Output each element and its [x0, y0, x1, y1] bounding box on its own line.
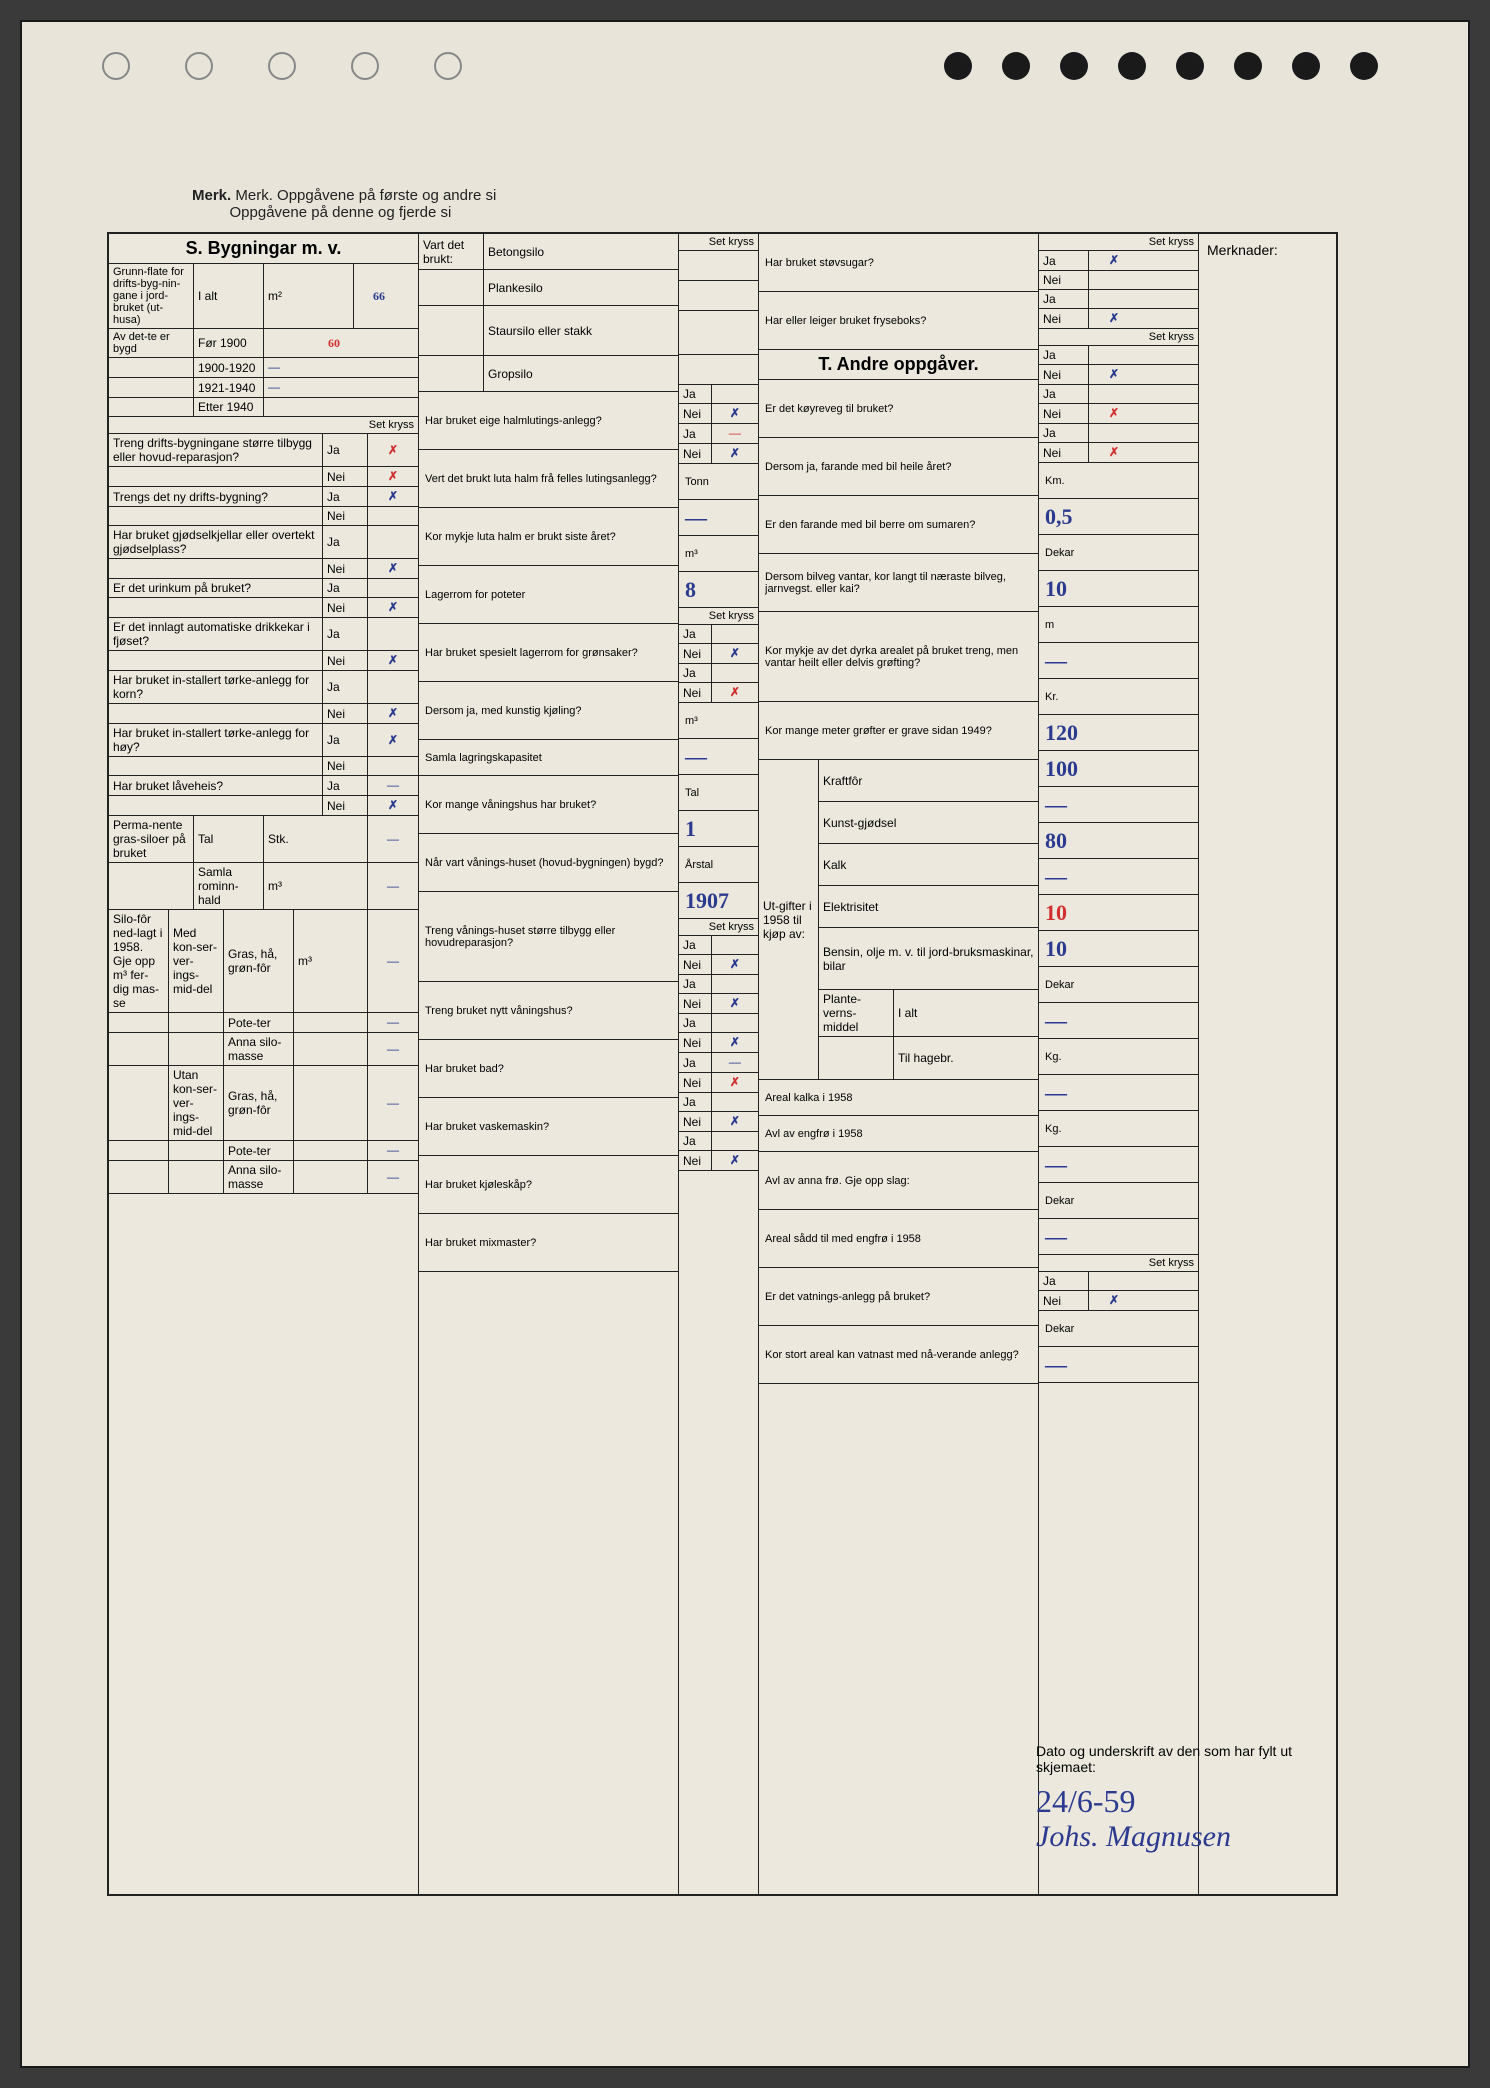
dekar-value: 10: [1039, 571, 1198, 607]
column-s-left: S. Bygningar m. v. Grunn-flate for drift…: [109, 234, 419, 1894]
merk-note: Merk. Merk. Oppgåvene på første og andre…: [192, 187, 496, 221]
fryseboks-label: Har eller leiger bruket fryseboks?: [759, 292, 1038, 350]
avl-engfro-label: Avl av engfrø i 1958: [759, 1116, 1038, 1152]
fryseboks-nei: ✗: [1089, 309, 1139, 328]
elektrisitet-value: 80: [1039, 823, 1198, 859]
grunnflate-label: Grunn-flate for drifts-byg-nin-gane i jo…: [109, 264, 194, 328]
van-tal-value: 1: [679, 811, 758, 847]
areal-kalka-label: Areal kalka i 1958: [759, 1080, 1038, 1116]
sign-name: Johs. Magnusen: [1036, 1820, 1316, 1854]
binder-holes-right: [944, 52, 1378, 80]
laveheis-ja: —: [368, 776, 418, 795]
y1900-label: 1900-1920: [194, 358, 264, 377]
trengs-ny-label: Trengs det ny drifts-bygning?: [109, 487, 323, 506]
laveheis-label: Har bruket låveheis?: [109, 776, 323, 795]
kraftfor-value: 120: [1039, 715, 1198, 751]
urinkum-nei: ✗: [368, 598, 418, 617]
gjodsel-label: Har bruket gjødselkjellar eller overtekt…: [109, 526, 323, 558]
har-bad-label: Har bruket bad?: [419, 1040, 678, 1098]
utgifter-label: Ut-gifter i 1958 til kjøp av:: [759, 760, 819, 1079]
signature-box: Dato og underskrift av den som har fylt …: [1036, 1743, 1316, 1854]
for1900-label: Før 1900: [194, 329, 264, 357]
column-middle: Vart det brukt:Betongsilo Plankesilo Sta…: [419, 234, 679, 1894]
merknader-label: Merknader:: [1199, 234, 1336, 266]
lagerrom-pot-label: Lagerrom for poteter: [419, 566, 678, 624]
treng-drifts-label: Treng drifts-bygningane større tilbygg e…: [109, 434, 323, 466]
m2-header: m²: [264, 264, 354, 328]
ialt-label: I alt: [194, 264, 264, 328]
nar-vart-van-label: Når vart vånings-huset (hovud-bygningen)…: [419, 834, 678, 892]
kor-mykje-luta-label: Kor mykje luta halm er brukt siste året?: [419, 508, 678, 566]
survey-form: S. Bygningar m. v. Grunn-flate for drift…: [107, 232, 1338, 1896]
torke-korn-nei: ✗: [368, 704, 418, 723]
auto-drikke-label: Er det innlagt automatiske drikkekar i f…: [109, 618, 323, 650]
vatnings-label: Er det vatnings-anlegg på bruket?: [759, 1268, 1038, 1326]
permanente-label: Perma-nente gras-siloer på bruket: [109, 816, 194, 862]
farande-heile-label: Dersom ja, farande med bil heile året?: [759, 438, 1038, 496]
stovsugar-label: Har bruket støvsugar?: [759, 234, 1038, 292]
column-right-values: Set kryss Ja✗ Nei Ja Nei✗ Set kryss Ja N…: [1039, 234, 1199, 1894]
plantevern-ialt-value: 10: [1039, 895, 1198, 931]
laveheis-nei: ✗: [368, 796, 418, 815]
y1900-value: —: [264, 358, 404, 377]
merk-line2: Oppgåvene på denne og fjerde si: [230, 204, 452, 221]
kunstig-kjol-label: Dersom ja, med kunstig kjøling?: [419, 682, 678, 740]
for1900-value: 60: [264, 329, 404, 357]
farande-sumar-nei: ✗: [1089, 443, 1139, 462]
treng-drifts-nei: ✗: [368, 467, 418, 486]
av-dette-label: Av det-te er bygd: [109, 329, 194, 357]
sign-label: Dato og underskrift av den som har fylt …: [1036, 1743, 1292, 1775]
auto-drikke-nei: ✗: [368, 651, 418, 670]
silofor-label: Silo-fôr ned-lagt i 1958. Gje opp m³ fer…: [109, 910, 169, 1012]
areal-sadd-label: Areal sådd til med engfrø i 1958: [759, 1210, 1038, 1268]
kor-mange-van-label: Kor mange våningshus har bruket?: [419, 776, 678, 834]
column-middle-values: Set kryss Ja Nei✗ Ja— Nei✗ Tonn — m³ 8 S…: [679, 234, 759, 1894]
vatnings-nei: ✗: [1089, 1291, 1139, 1310]
stovsugar-ja: ✗: [1089, 251, 1139, 270]
column-merknader: Merknader: Dato og underskrift av den so…: [1199, 234, 1336, 1894]
scanned-form-page: Merk. Merk. Oppgåvene på første og andre…: [20, 20, 1470, 2068]
binder-holes-left: [102, 52, 462, 80]
luta-halm-label: Vert det brukt luta halm frå felles luti…: [419, 450, 678, 508]
bilveg-vantar-label: Dersom bilveg vantar, kor langt til næra…: [759, 554, 1038, 612]
y1921-label: 1921-1940: [194, 378, 264, 397]
torke-korn-label: Har bruket in-stallert tørke-anlegg for …: [109, 671, 323, 703]
dyrka-areal-label: Kor mykje av det dyrka arealet på bruket…: [759, 612, 1038, 702]
treng-drifts-ja: ✗: [368, 434, 418, 466]
km-value: 0,5: [1039, 499, 1198, 535]
lagerrom-pot-value: 8: [679, 572, 758, 608]
lagerrom-gron-label: Har bruket spesielt lagerrom for grønsak…: [419, 624, 678, 682]
samla-lagring-label: Samla lagringskapasitet: [419, 740, 678, 776]
kunstgjodsel-value: 100: [1039, 751, 1198, 787]
etter1940-label: Etter 1940: [194, 398, 264, 416]
mixmaster-label: Har bruket mixmaster?: [419, 1214, 678, 1272]
grofter-label: Kor mange meter grøfter er grave sidan 1…: [759, 702, 1038, 760]
setkryss-1: Set kryss: [109, 417, 418, 434]
treng-nytt-van-label: Treng bruket nytt våningshus?: [419, 982, 678, 1040]
avl-anna-label: Avl av anna frø. Gje opp slag:: [759, 1152, 1038, 1210]
vaskemaskin-label: Har bruket vaskemaskin?: [419, 1098, 678, 1156]
kjoleskap-label: Har bruket kjøleskåp?: [419, 1156, 678, 1214]
section-t-header: T. Andre oppgåver.: [759, 350, 1038, 380]
merk-line1: Merk. Oppgåvene på første og andre si: [235, 187, 496, 204]
section-s-header: S. Bygningar m. v.: [109, 234, 418, 264]
treng-van-tilbygg-label: Treng vånings-huset større tilbygg eller…: [419, 892, 678, 982]
til-hagebr-value: 10: [1039, 931, 1198, 967]
column-right: Har bruket støvsugar? Har eller leiger b…: [759, 234, 1039, 1894]
arstal-value: 1907: [679, 883, 758, 919]
urinkum-label: Er det urinkum på bruket?: [109, 579, 323, 597]
koyreveg-nei: ✗: [1089, 365, 1139, 384]
sign-date: 24/6-59: [1036, 1783, 1316, 1820]
torke-hoy-label: Har bruket in-stallert tørke-anlegg for …: [109, 724, 323, 756]
halmlutings-label: Har bruket eige halmlutings-anlegg?: [419, 392, 678, 450]
trengs-ny-ja: ✗: [368, 487, 418, 506]
y1921-value: —: [264, 378, 404, 397]
grunnflate-ialt-value: 66: [354, 264, 404, 328]
koyreveg-label: Er det køyreveg til bruket?: [759, 380, 1038, 438]
kor-stort-vatn-label: Kor stort areal kan vatnast med nå-veran…: [759, 1326, 1038, 1384]
gjodsel-nei: ✗: [368, 559, 418, 578]
farande-sumar-label: Er den farande med bil berre om sumaren?: [759, 496, 1038, 554]
torke-hoy-ja: ✗: [368, 724, 418, 756]
farande-heile-nei: ✗: [1089, 404, 1139, 423]
